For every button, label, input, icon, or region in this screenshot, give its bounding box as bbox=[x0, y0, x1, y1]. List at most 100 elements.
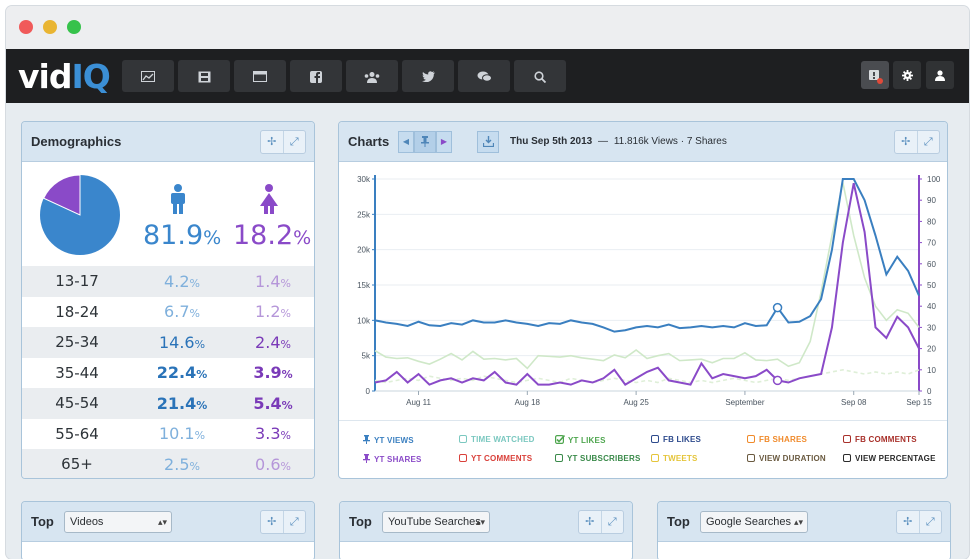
legend-item-fb-comments[interactable]: FB COMMENTS bbox=[843, 435, 917, 444]
legend-item-yt-shares[interactable]: YT SHARES bbox=[363, 454, 422, 464]
legend-item-tweets[interactable]: TWEETS bbox=[651, 454, 698, 463]
pie-female-slice bbox=[43, 174, 81, 216]
users-icon bbox=[364, 71, 380, 83]
y-right-tick-label: 30 bbox=[927, 323, 936, 332]
y-left-tick-label: 20k bbox=[357, 246, 371, 255]
percent-symbol: % bbox=[189, 459, 200, 473]
expand-icon[interactable]: ⤢ bbox=[600, 511, 624, 533]
y-left-tick-label: 25k bbox=[357, 210, 371, 219]
x-tick-label: September bbox=[725, 398, 764, 407]
top-google-searches-select[interactable]: Google Searches ▴▾ bbox=[700, 511, 808, 533]
move-icon[interactable]: ✢ bbox=[903, 516, 913, 528]
select-arrows-icon: ▴▾ bbox=[475, 517, 485, 527]
demographics-panel: Demographics ✢ ⤢ 81.9% 18.2% 13-17 4.2% 1.4… bbox=[21, 121, 315, 479]
panel-controls: ✢ ⤢ bbox=[578, 510, 624, 534]
legend-item-yt-comments[interactable]: YT COMMENTS bbox=[459, 454, 532, 463]
settings-button[interactable] bbox=[893, 61, 921, 89]
male-age-percentage: 4.2% bbox=[132, 266, 232, 297]
legend-item-fb-shares[interactable]: FB SHARES bbox=[747, 435, 807, 444]
chart-pin-button[interactable] bbox=[414, 131, 436, 153]
female-age-percentage: 3.3% bbox=[232, 419, 314, 450]
demographics-summary: 81.9% 18.2% bbox=[22, 162, 314, 266]
title-bar bbox=[6, 6, 969, 49]
top-youtube-searches-select-value: YouTube Searches bbox=[388, 516, 481, 528]
download-icon bbox=[482, 136, 494, 148]
percent-symbol: % bbox=[280, 337, 291, 351]
hover-marker[interactable] bbox=[772, 302, 783, 313]
female-age-value: 3.3 bbox=[255, 424, 281, 444]
expand-icon[interactable]: ⤢ bbox=[282, 131, 306, 153]
legend-item-view-percentage[interactable]: VIEW PERCENTAGE bbox=[843, 454, 936, 463]
age-group-label: 65+ bbox=[61, 455, 93, 474]
checkbox-icon bbox=[843, 435, 851, 443]
male-age-percentage: 14.6% bbox=[132, 327, 232, 358]
chart-next-button[interactable]: ▶ bbox=[436, 131, 452, 153]
hover-marker[interactable] bbox=[772, 375, 783, 386]
alert-icon bbox=[869, 69, 883, 84]
film-icon bbox=[198, 71, 210, 83]
top-youtube-searches-select[interactable]: YouTube Searches ▴▾ bbox=[382, 511, 490, 533]
vidiq-logo[interactable]: vidIQ bbox=[18, 57, 111, 96]
nav-dashboard-button[interactable] bbox=[122, 60, 174, 92]
legend-item-yt-subscribers[interactable]: YT SUBSCRIBERS bbox=[555, 454, 640, 463]
legend-label: VIEW PERCENTAGE bbox=[855, 454, 936, 463]
chart-legend: YT VIEWS TIME WATCHED YT LIKES FB LIKES FB S… bbox=[339, 420, 947, 478]
alerts-button[interactable] bbox=[861, 61, 889, 89]
facebook-icon bbox=[310, 70, 322, 83]
legend-item-fb-likes[interactable]: FB LIKES bbox=[651, 435, 701, 444]
male-icon bbox=[171, 184, 185, 214]
nav-facebook-button[interactable] bbox=[290, 60, 342, 92]
legend-item-yt-views[interactable]: YT VIEWS bbox=[363, 435, 414, 445]
nav-search-button[interactable] bbox=[514, 60, 566, 92]
y-right-tick-label: 10 bbox=[927, 366, 936, 375]
profile-button[interactable] bbox=[926, 61, 954, 89]
female-age-value: 2.4 bbox=[255, 332, 281, 352]
nav-twitter-button[interactable] bbox=[402, 60, 454, 92]
expand-icon[interactable]: ⤢ bbox=[918, 511, 942, 533]
y-left-tick-label: 5k bbox=[362, 352, 371, 361]
nav-audience-button[interactable] bbox=[346, 60, 398, 92]
move-icon[interactable]: ✢ bbox=[267, 136, 277, 148]
age-group-label: 18-24 bbox=[55, 302, 99, 321]
legend-item-time-watched[interactable]: TIME WATCHED bbox=[459, 435, 535, 444]
male-age-percentage: 21.4% bbox=[132, 388, 232, 419]
dashboard-icon bbox=[141, 71, 155, 83]
chart-download-button[interactable] bbox=[477, 131, 499, 153]
legend-label: YT SHARES bbox=[374, 455, 422, 464]
legend-label: FB SHARES bbox=[759, 435, 808, 444]
move-icon[interactable]: ✢ bbox=[901, 136, 911, 148]
browser-icon bbox=[253, 71, 267, 83]
female-age-percentage: 2.4% bbox=[232, 327, 314, 358]
pin-icon bbox=[363, 435, 374, 445]
age-row: 55-64 10.1% 3.3% bbox=[22, 419, 314, 450]
charts-panel: Charts ◀ ▶ Thu Sep 5th 2013 — 11.816k Vi… bbox=[338, 121, 948, 479]
top-videos-select[interactable]: Videos ▴▾ bbox=[64, 511, 172, 533]
percent-symbol: % bbox=[280, 429, 291, 443]
male-percentage: 81.9% bbox=[143, 220, 221, 251]
expand-icon[interactable]: ⤢ bbox=[282, 511, 306, 533]
panel-controls: ✢ ⤢ bbox=[260, 510, 306, 534]
legend-item-yt-likes[interactable]: YT LIKES bbox=[555, 434, 606, 445]
move-icon[interactable]: ✢ bbox=[267, 516, 277, 528]
top-google-searches-title: Top bbox=[667, 514, 690, 529]
nav-comments-button[interactable] bbox=[458, 60, 510, 92]
legend-label: YT LIKES bbox=[568, 436, 606, 445]
male-age-value: 21.4 bbox=[156, 393, 197, 413]
nav-browser-button[interactable] bbox=[234, 60, 286, 92]
nav-videos-button[interactable] bbox=[178, 60, 230, 92]
y-right-tick-label: 0 bbox=[927, 387, 932, 396]
chart-summary: 11.816k Views · 7 Shares bbox=[613, 136, 727, 147]
age-group-label: 13-17 bbox=[55, 272, 99, 291]
maximize-window-button[interactable] bbox=[67, 20, 81, 34]
female-percentage-symbol: % bbox=[293, 227, 312, 249]
chart-prev-button[interactable]: ◀ bbox=[398, 131, 414, 153]
move-icon[interactable]: ✢ bbox=[585, 516, 595, 528]
close-window-button[interactable] bbox=[19, 20, 33, 34]
y-left-tick-label: 15k bbox=[357, 281, 371, 290]
female-icon bbox=[260, 184, 278, 214]
legend-item-view-duration[interactable]: VIEW DURATION bbox=[747, 454, 826, 463]
percent-symbol: % bbox=[196, 398, 208, 412]
male-age-value: 2.5 bbox=[164, 454, 190, 474]
minimize-window-button[interactable] bbox=[43, 20, 57, 34]
expand-icon[interactable]: ⤢ bbox=[916, 131, 940, 153]
